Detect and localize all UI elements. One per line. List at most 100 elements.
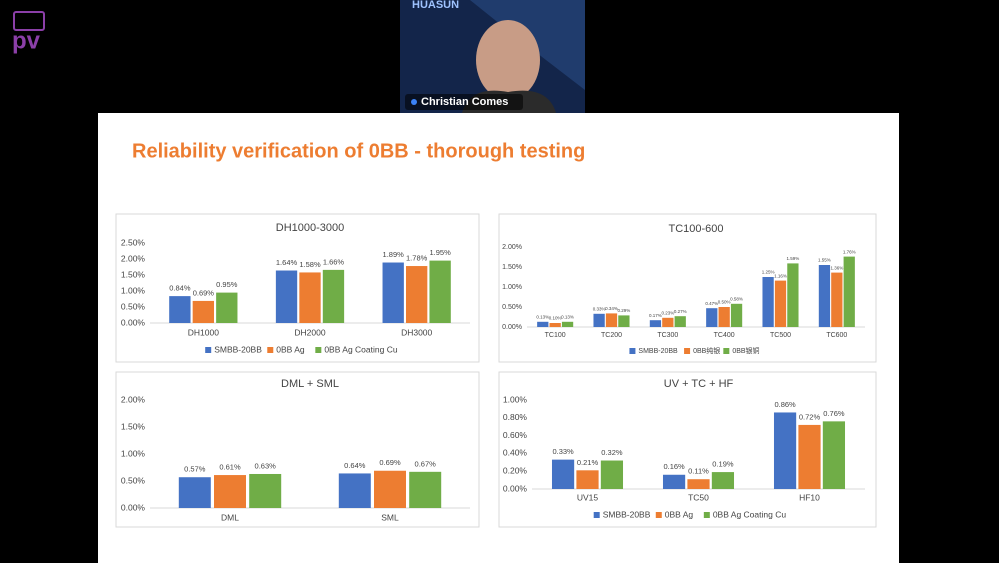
- bar: [429, 260, 451, 323]
- bar: [338, 473, 371, 508]
- slide-title: Reliability verification of 0BB - thorou…: [132, 140, 585, 162]
- y-tick-label: 0.40%: [503, 448, 528, 458]
- legend-swatch: [723, 348, 730, 354]
- x-tick-label: DML: [221, 512, 239, 522]
- data-label: 0.69%: [379, 458, 401, 467]
- bar: [299, 272, 321, 323]
- bar: [798, 424, 821, 489]
- data-label: 0.17%: [649, 313, 662, 318]
- y-tick-label: 2.00%: [121, 394, 146, 404]
- data-label: 0.27%: [674, 309, 687, 314]
- bar: [649, 320, 662, 327]
- data-label: 0.16%: [663, 462, 685, 471]
- bar: [674, 316, 686, 327]
- x-tick-label: TC400: [714, 332, 735, 339]
- bar: [216, 292, 238, 323]
- x-tick-label: DH3000: [401, 327, 432, 337]
- data-label: 0.33%: [552, 447, 574, 456]
- webcam-brand: HUASUN: [412, 0, 459, 11]
- bar: [561, 321, 574, 327]
- legend-swatch: [629, 348, 636, 354]
- data-label: 0.13%: [536, 314, 549, 319]
- data-label: 0.34%: [605, 306, 618, 311]
- bar: [662, 317, 674, 327]
- y-tick-label: 2.00%: [502, 244, 522, 251]
- logo: pv: [12, 27, 41, 54]
- bar: [249, 473, 282, 508]
- y-tick-label: 1.00%: [121, 285, 146, 295]
- legend-label: 0BB银铜: [732, 346, 759, 355]
- y-tick-label: 1.00%: [503, 394, 528, 404]
- bar: [576, 470, 599, 489]
- bar: [214, 475, 246, 508]
- data-label: 0.10%: [549, 316, 562, 321]
- bar: [275, 270, 298, 323]
- chart-title: TC100-600: [668, 223, 723, 235]
- legend-label: 0BB纯银: [693, 346, 720, 355]
- x-tick-label: TC300: [657, 332, 678, 339]
- legend-swatch: [315, 347, 322, 353]
- data-label: 1.55%: [818, 258, 831, 263]
- data-label: 1.16%: [774, 273, 787, 278]
- legend-label: SMBB-20BB: [214, 344, 262, 354]
- bar: [409, 471, 442, 508]
- x-tick-label: TC600: [826, 332, 847, 339]
- y-tick-label: 0.50%: [121, 475, 146, 485]
- bar: [774, 280, 787, 327]
- bar: [662, 474, 686, 489]
- y-tick-label: 0.00%: [121, 502, 146, 512]
- data-label: 0.29%: [618, 308, 631, 313]
- y-tick-label: 0.00%: [121, 317, 146, 327]
- y-tick-label: 0.80%: [503, 412, 528, 422]
- x-tick-label: TC100: [545, 332, 566, 339]
- y-tick-label: 0.50%: [121, 301, 146, 311]
- x-tick-label: SML: [381, 512, 399, 522]
- bar: [843, 256, 855, 327]
- bar: [537, 321, 549, 327]
- legend-swatch: [703, 512, 710, 518]
- bar: [549, 323, 561, 327]
- legend-label: 0BB Ag Coating Cu: [324, 344, 398, 354]
- y-tick-label: 1.50%: [121, 421, 146, 431]
- data-label: 0.47%: [705, 301, 718, 306]
- bar: [618, 315, 630, 327]
- x-tick-label: DH2000: [294, 327, 325, 337]
- data-label: 1.58%: [299, 260, 321, 269]
- bar: [762, 277, 774, 327]
- legend-swatch: [593, 512, 600, 518]
- bar: [706, 308, 718, 327]
- name-tag: [405, 94, 523, 110]
- bar: [382, 262, 404, 323]
- legend-label: SMBB-20BB: [638, 348, 678, 355]
- bar: [687, 479, 710, 489]
- chart-title: UV + TC + HF: [664, 378, 734, 390]
- chart-frame: [498, 213, 877, 363]
- y-tick-label: 1.00%: [502, 284, 522, 291]
- logo-icon: [13, 11, 45, 31]
- bar: [605, 313, 618, 327]
- legend-swatch: [267, 347, 274, 353]
- data-label: 1.89%: [383, 250, 405, 259]
- bar: [600, 460, 624, 489]
- x-tick-label: TC200: [601, 332, 622, 339]
- y-tick-label: 1.00%: [121, 448, 146, 458]
- data-label: 0.63%: [255, 461, 277, 470]
- data-label: 1.66%: [323, 257, 345, 266]
- bar: [718, 307, 730, 327]
- data-label: 1.59%: [787, 256, 800, 261]
- data-label: 0.11%: [688, 467, 709, 476]
- data-label: 1.78%: [406, 254, 428, 263]
- bar: [192, 300, 214, 323]
- legend-label: SMBB-20BB: [603, 509, 651, 519]
- data-label: 0.95%: [216, 280, 238, 289]
- data-label: 0.86%: [774, 400, 796, 409]
- data-label: 0.13%: [561, 314, 574, 319]
- x-tick-label: DH1000: [188, 327, 219, 337]
- data-label: 0.32%: [601, 448, 623, 457]
- data-label: 1.64%: [276, 258, 298, 267]
- legend-label: 0BB Ag Coating Cu: [713, 509, 787, 519]
- data-label: 0.23%: [661, 310, 674, 315]
- data-label: 1.36%: [830, 265, 843, 270]
- data-label: 0.33%: [593, 306, 606, 311]
- data-label: 0.84%: [169, 284, 191, 293]
